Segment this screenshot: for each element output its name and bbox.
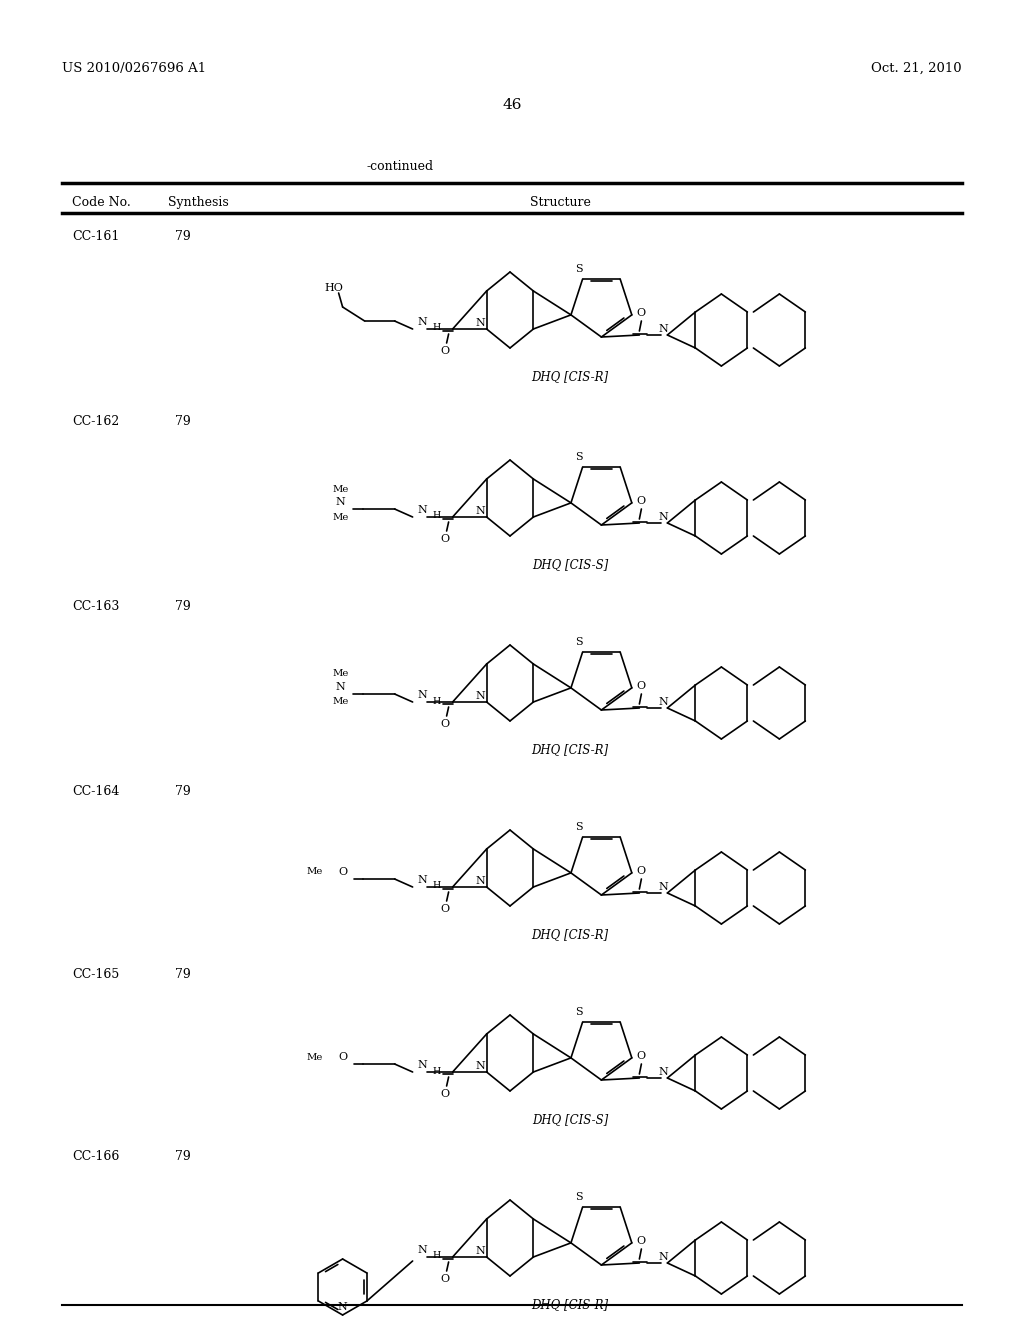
Text: DHQ [CIS-R]: DHQ [CIS-R] <box>531 743 608 756</box>
Text: N: N <box>476 1246 485 1257</box>
Text: Me: Me <box>333 512 349 521</box>
Text: DHQ [CIS-R]: DHQ [CIS-R] <box>531 1298 608 1311</box>
Text: N: N <box>418 1060 427 1071</box>
Text: N: N <box>336 682 345 692</box>
Text: N: N <box>476 876 485 886</box>
Text: DHQ [CIS-S]: DHQ [CIS-S] <box>531 1113 608 1126</box>
Text: N: N <box>658 1251 669 1262</box>
Text: DHQ [CIS-S]: DHQ [CIS-S] <box>531 558 608 572</box>
Text: 79: 79 <box>175 230 190 243</box>
Text: O: O <box>440 719 450 729</box>
Text: CC-164: CC-164 <box>72 785 120 799</box>
Text: 79: 79 <box>175 968 190 981</box>
Text: Oct. 21, 2010: Oct. 21, 2010 <box>871 62 962 75</box>
Text: Synthesis: Synthesis <box>168 195 228 209</box>
Text: 79: 79 <box>175 601 190 612</box>
Text: Me: Me <box>333 484 349 494</box>
Text: Code No.: Code No. <box>72 195 131 209</box>
Text: O: O <box>338 867 347 876</box>
Text: CC-161: CC-161 <box>72 230 120 243</box>
Text: N: N <box>418 506 427 515</box>
Text: S: S <box>575 822 583 832</box>
Text: O: O <box>440 1089 450 1100</box>
Text: O: O <box>440 535 450 544</box>
Text: CC-163: CC-163 <box>72 601 120 612</box>
Text: CC-166: CC-166 <box>72 1150 120 1163</box>
Text: O: O <box>440 346 450 356</box>
Text: -continued: -continued <box>367 160 433 173</box>
Text: O: O <box>637 866 646 876</box>
Text: H: H <box>432 323 441 333</box>
Text: N: N <box>658 512 669 521</box>
Text: O: O <box>637 496 646 506</box>
Text: N: N <box>476 506 485 516</box>
Text: H: H <box>432 882 441 891</box>
Text: N: N <box>418 875 427 884</box>
Text: H: H <box>432 1251 441 1261</box>
Text: O: O <box>440 1274 450 1284</box>
Text: S: S <box>575 264 583 275</box>
Text: Me: Me <box>333 669 349 678</box>
Text: N: N <box>476 690 485 701</box>
Text: HO: HO <box>325 282 343 293</box>
Text: N: N <box>338 1302 347 1312</box>
Text: O: O <box>440 904 450 913</box>
Text: N: N <box>418 317 427 327</box>
Text: O: O <box>637 1051 646 1061</box>
Text: N: N <box>658 882 669 892</box>
Text: Structure: Structure <box>529 195 591 209</box>
Text: 46: 46 <box>502 98 522 112</box>
Text: Me: Me <box>306 867 323 876</box>
Text: CC-165: CC-165 <box>72 968 119 981</box>
Text: H: H <box>432 511 441 520</box>
Text: DHQ [CIS-R]: DHQ [CIS-R] <box>531 370 608 383</box>
Text: O: O <box>338 1052 347 1063</box>
Text: S: S <box>575 638 583 647</box>
Text: N: N <box>418 690 427 700</box>
Text: O: O <box>637 308 646 318</box>
Text: S: S <box>575 1007 583 1018</box>
Text: O: O <box>637 681 646 690</box>
Text: N: N <box>336 498 345 507</box>
Text: N: N <box>418 1245 427 1255</box>
Text: S: S <box>575 453 583 462</box>
Text: H: H <box>432 697 441 705</box>
Text: H: H <box>432 1067 441 1076</box>
Text: O: O <box>637 1236 646 1246</box>
Text: 79: 79 <box>175 1150 190 1163</box>
Text: N: N <box>658 1067 669 1077</box>
Text: S: S <box>575 1192 583 1203</box>
Text: Me: Me <box>306 1052 323 1061</box>
Text: Me: Me <box>333 697 349 706</box>
Text: DHQ [CIS-R]: DHQ [CIS-R] <box>531 928 608 941</box>
Text: N: N <box>476 318 485 327</box>
Text: N: N <box>476 1061 485 1071</box>
Text: N: N <box>658 323 669 334</box>
Text: 79: 79 <box>175 785 190 799</box>
Text: 79: 79 <box>175 414 190 428</box>
Text: N: N <box>658 697 669 708</box>
Text: US 2010/0267696 A1: US 2010/0267696 A1 <box>62 62 206 75</box>
Text: CC-162: CC-162 <box>72 414 119 428</box>
